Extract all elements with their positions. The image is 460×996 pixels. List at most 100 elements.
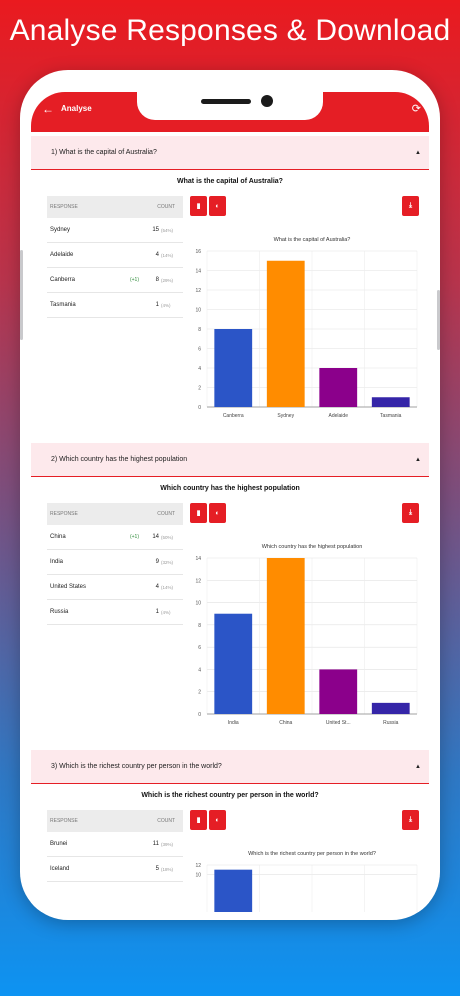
y-tick-label: 12 xyxy=(195,578,201,584)
app-bar: ← Analyse ⟳ xyxy=(31,92,429,132)
table-row[interactable]: Canberra (+1) 8 (29%) xyxy=(47,268,183,293)
power-button xyxy=(437,290,440,350)
y-tick-label: 2 xyxy=(198,386,201,392)
download-icon: ⤓ xyxy=(408,816,413,823)
pdf-button[interactable]: ▮ xyxy=(190,196,207,216)
question-section: 2) Which country has the highest populat… xyxy=(31,443,429,751)
y-tick-label: 6 xyxy=(198,645,201,651)
x-tick-label: Tasmania xyxy=(380,413,402,419)
y-tick-label: 14 xyxy=(195,556,201,562)
bar xyxy=(371,397,410,407)
chart-title: Which country has the highest population xyxy=(262,544,363,550)
y-tick-label: 12 xyxy=(195,863,201,869)
y-tick-label: 10 xyxy=(195,308,201,314)
question-label: 1) What is the capital of Australia? xyxy=(51,149,157,156)
download-button[interactable]: ⤓ xyxy=(402,196,419,216)
pie-chart-button[interactable]: ◐ xyxy=(209,503,226,523)
response-table: RESPONSE COUNT China (+1) 14 (50%) India 9 (3… xyxy=(47,503,183,625)
response-cell: United States xyxy=(50,584,87,590)
response-table: RESPONSE COUNT Brunei 11 (39%) Iceland 5 (18… xyxy=(47,810,183,882)
table-row[interactable]: Iceland 5 (18%) xyxy=(47,857,183,882)
refresh-icon[interactable]: ⟳ xyxy=(411,103,421,115)
pdf-button[interactable]: ▮ xyxy=(190,503,207,523)
speaker-grille xyxy=(201,99,251,104)
response-cell: Russia xyxy=(50,609,69,615)
x-tick-label: Sydney xyxy=(277,413,294,419)
bar xyxy=(266,260,305,407)
count-cell: 1 xyxy=(155,609,159,615)
pie-chart-button[interactable]: ◐ xyxy=(209,810,226,830)
chart-title: Which is the richest country per person … xyxy=(248,851,376,857)
pdf-icon: ▮ xyxy=(196,203,201,210)
count-column-header: COUNT xyxy=(157,204,175,210)
question-header[interactable]: 3) Which is the richest country per pers… xyxy=(31,750,429,784)
x-tick-label: India xyxy=(228,720,239,726)
percent-cell: (50%) xyxy=(161,534,174,540)
table-header: RESPONSE COUNT xyxy=(47,196,183,218)
percent-cell: (18%) xyxy=(161,866,174,872)
y-tick-label: 8 xyxy=(198,623,201,629)
table-row[interactable]: Tasmania 1 (4%) xyxy=(47,293,183,318)
page-title: Analyse xyxy=(61,104,92,113)
back-arrow-icon[interactable]: ← xyxy=(42,102,54,116)
count-cell: 4 xyxy=(155,584,159,590)
table-row[interactable]: United States 4 (14%) xyxy=(47,575,183,600)
count-cell: 5 xyxy=(155,866,159,872)
question-header[interactable]: 2) Which country has the highest populat… xyxy=(31,443,429,477)
response-cell: Brunei xyxy=(50,841,68,847)
x-tick-label: Russia xyxy=(383,720,399,726)
bar xyxy=(214,869,253,912)
table-row[interactable]: Brunei 11 (39%) xyxy=(47,832,183,857)
y-tick-label: 16 xyxy=(195,249,201,255)
y-tick-label: 6 xyxy=(198,347,201,353)
device-notch xyxy=(137,92,323,120)
count-column-header: COUNT xyxy=(157,818,175,824)
y-tick-label: 4 xyxy=(198,667,201,673)
pdf-button[interactable]: ▮ xyxy=(190,810,207,830)
download-button[interactable]: ⤓ xyxy=(402,503,419,523)
percent-cell: (4%) xyxy=(161,302,171,308)
pie-chart-icon: ◐ xyxy=(215,509,220,517)
y-tick-label: 10 xyxy=(195,872,201,878)
collapse-caret-icon[interactable]: ▲ xyxy=(415,763,421,770)
response-cell: China xyxy=(50,534,66,540)
pie-chart-icon: ◐ xyxy=(215,202,220,210)
y-tick-label: 12 xyxy=(195,288,201,294)
count-cell: 14 xyxy=(152,534,159,540)
response-cell: India xyxy=(50,559,64,565)
table-row[interactable]: Russia 1 (4%) xyxy=(47,600,183,625)
x-tick-label: Adelaide xyxy=(329,413,349,419)
pie-chart-icon: ◐ xyxy=(215,816,220,824)
count-column-header: COUNT xyxy=(157,511,175,517)
table-row[interactable]: China (+1) 14 (50%) xyxy=(47,525,183,550)
percent-cell: (54%) xyxy=(161,227,174,233)
download-button[interactable]: ⤓ xyxy=(402,810,419,830)
bar-chart-svg: Which country has the highest population… xyxy=(195,544,418,726)
bar-chart: Which country has the highest population… xyxy=(181,538,421,728)
pie-chart-button[interactable]: ◐ xyxy=(209,196,226,216)
table-row[interactable]: Sydney 15 (54%) xyxy=(47,218,183,243)
table-row[interactable]: Adelaide 4 (14%) xyxy=(47,243,183,268)
question-header[interactable]: 1) What is the capital of Australia? ▲ xyxy=(31,136,429,170)
bar xyxy=(319,368,358,407)
table-row[interactable]: India 9 (32%) xyxy=(47,550,183,575)
pdf-icon: ▮ xyxy=(196,817,201,824)
question-title: Which is the richest country per person … xyxy=(141,792,319,799)
percent-cell: (32%) xyxy=(161,559,174,565)
response-cell: Sydney xyxy=(50,227,71,233)
response-column-header: RESPONSE xyxy=(50,818,78,824)
bar xyxy=(371,702,410,714)
bar xyxy=(319,669,358,714)
question-section: 3) Which is the richest country per pers… xyxy=(31,750,429,912)
collapse-caret-icon[interactable]: ▲ xyxy=(415,149,421,156)
percent-cell: (29%) xyxy=(161,277,174,283)
x-tick-label: United St... xyxy=(326,720,351,726)
table-header: RESPONSE COUNT xyxy=(47,810,183,832)
y-tick-label: 0 xyxy=(198,405,201,411)
response-table: RESPONSE COUNT Sydney 15 (54%) Adelaide 4 (1… xyxy=(47,196,183,318)
count-cell: 9 xyxy=(155,559,159,565)
response-cell: Adelaide xyxy=(50,252,74,258)
response-cell: Tasmania xyxy=(50,302,76,308)
collapse-caret-icon[interactable]: ▲ xyxy=(415,456,421,463)
bar-chart-svg: What is the capital of Australia? 0 2 4 6 8 10… xyxy=(195,237,418,419)
